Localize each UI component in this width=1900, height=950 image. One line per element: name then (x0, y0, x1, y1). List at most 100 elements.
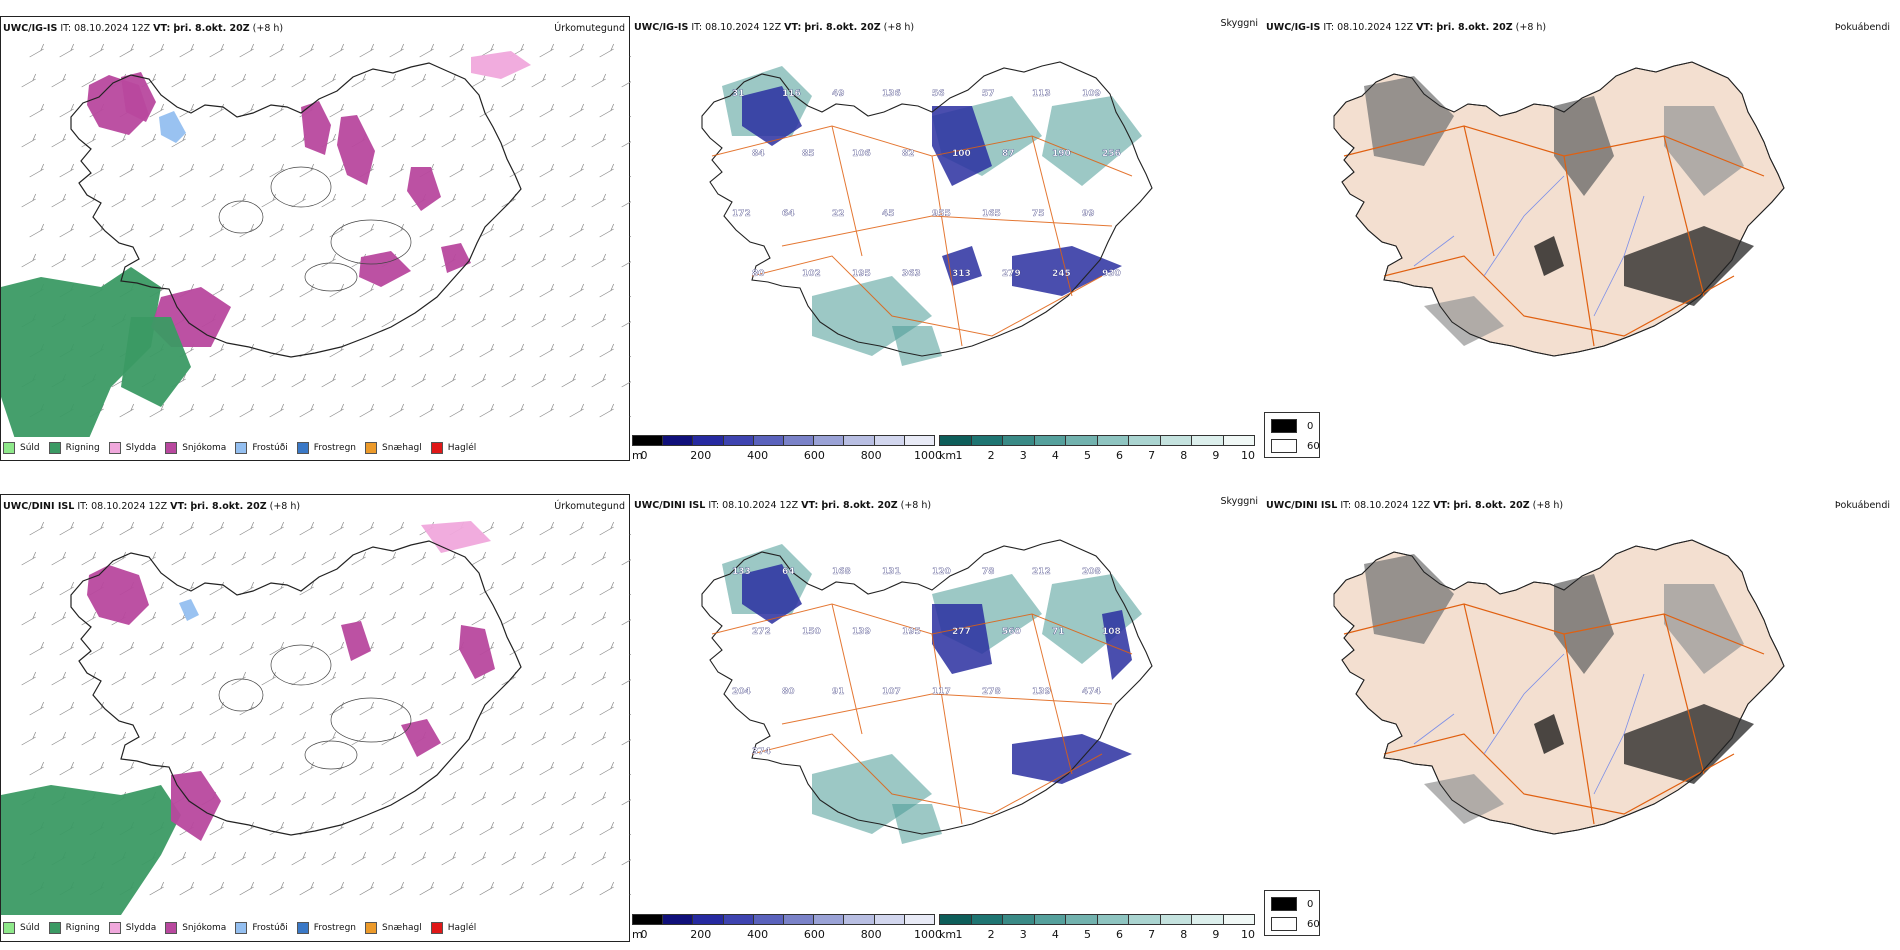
colorbar-tick: 1000 (914, 928, 942, 941)
ceiling-label: 113 (1032, 89, 1051, 99)
colorbar-segment (813, 435, 845, 446)
panel-title: UWC/IG-IS IT: 08.10.2024 12Z VT: þri. 8.… (3, 23, 284, 34)
colorbar-tick: 0 (640, 449, 648, 462)
ceiling-label: 45 (882, 209, 895, 219)
legend-swatch (235, 442, 248, 454)
legend-swatch (3, 442, 15, 454)
ceiling-label: 172 (732, 209, 751, 219)
colorbar-segment (783, 914, 815, 925)
ceiling-label: 195 (852, 269, 871, 279)
colorbar-tick: 7 (1148, 449, 1156, 462)
legend-item: Slydda (108, 922, 156, 934)
ceiling-label: 75 (1032, 209, 1045, 219)
precip-map (1, 43, 631, 437)
panel-variable-title: Skyggni (1220, 496, 1258, 507)
ceiling-label: 57 (982, 89, 995, 99)
ceiling-label: 168 (832, 567, 851, 577)
ceiling-label: 150 (802, 627, 821, 637)
ceiling-label: 165 (982, 209, 1001, 219)
colorbar-segment (722, 914, 754, 925)
fog-legend-swatch-0 (1271, 419, 1297, 433)
colorbar-segment (1065, 435, 1098, 446)
ceiling-label: 84 (752, 149, 765, 159)
colorbar-tick: 1000 (914, 449, 942, 462)
legend-swatch (165, 442, 178, 454)
ceiling-label: 78 (982, 567, 995, 577)
colorbar-segment (1128, 435, 1161, 446)
colorbar-tick: 10 (1241, 928, 1255, 941)
ceiling-label: 106 (852, 149, 871, 159)
visibility-colorbar: km 1 2 3 4 5 6 7 8 9 10 (939, 914, 1255, 944)
fog-panel-row2: UWC/DINI ISL IT: 08.10.2024 12Z VT: þri.… (1264, 494, 1900, 942)
colorbar-tick: 800 (860, 449, 882, 462)
legend-swatch (48, 442, 61, 454)
panel-title: UWC/IG-IS IT: 08.10.2024 12Z VT: þri. 8.… (1266, 22, 1547, 33)
legend-item: Frostregn (296, 442, 356, 454)
precip-panel-row2: UWC/DINI ISL IT: 08.10.2024 12Z VT: þri.… (0, 494, 631, 942)
ceiling-label: 85 (802, 149, 815, 159)
colorbar-tick: 600 (803, 928, 825, 941)
ceiling-label: 313 (952, 269, 971, 279)
ceiling-label: 80 (782, 687, 795, 697)
legend-item: Haglél (430, 442, 476, 454)
ceiling-colorbar: m 0 200 400 600 800 1000 (632, 914, 942, 944)
legend-label: Frostúði (252, 923, 288, 933)
ceiling-label: 195 (902, 627, 921, 637)
fog-legend-swatch-60 (1271, 917, 1297, 931)
legend-swatch (430, 922, 443, 934)
legend-swatch (108, 442, 121, 454)
colorbar-segment (843, 914, 875, 925)
colorbar-tick: 1 (955, 928, 963, 941)
colorbar-segment (939, 435, 972, 446)
panel-variable-title: Þokuábendi (1834, 500, 1890, 511)
ceiling-label: 190 (1052, 149, 1071, 159)
colorbar-tick: 9 (1212, 928, 1220, 941)
legend-label: Rigning (65, 923, 100, 933)
fog-legend-swatch-60 (1271, 439, 1297, 453)
legend-swatch (430, 442, 443, 454)
visibility-panel-row1: 31 116 49 136 56 57 113 109 84 85 106 82 100 87 190 256… (632, 16, 1262, 462)
colorbar-segment (903, 914, 935, 925)
ceiling-label: 109 (1082, 89, 1101, 99)
visibility-panel-row2: 133 64 168 131 120 78 212 208 272 150 139 195 277 560… (632, 494, 1262, 942)
colorbar-tick: 200 (690, 449, 712, 462)
fog-legend-label: 0 (1307, 420, 1314, 432)
colorbar-segment (692, 914, 724, 925)
ceiling-label: 363 (902, 269, 921, 279)
legend-item: Rigning (48, 922, 100, 934)
legend-swatch (3, 922, 15, 934)
ceiling-label: 49 (832, 89, 845, 99)
ceiling-label: 560 (1002, 627, 1021, 637)
ceiling-label: 87 (1002, 149, 1015, 159)
colorbar-segment (1191, 914, 1224, 925)
ceiling-label: 116 (782, 89, 801, 99)
panel-variable-title: Úrkomutegund (554, 501, 625, 512)
colorbar-tick: 0 (640, 928, 648, 941)
colorbar-tick: 7 (1148, 928, 1156, 941)
ceiling-label: 100 (952, 149, 971, 159)
legend-label: Frostregn (313, 923, 357, 933)
legend-swatch (108, 922, 121, 934)
colorbar-tick: 5 (1083, 449, 1091, 462)
colorbar-segment (1159, 435, 1192, 446)
fog-legend: 0 60 (1264, 412, 1320, 458)
visibility-colorbar: km 1 2 3 4 5 6 7 8 9 10 (939, 435, 1255, 465)
legend-label: Snjókoma (182, 923, 227, 933)
ceiling-label: 131 (882, 567, 901, 577)
fog-legend-swatch-0 (1271, 897, 1297, 911)
colorbar-segment (970, 435, 1003, 446)
legend-swatch (296, 442, 309, 454)
colorbar-tick: 10 (1241, 449, 1255, 462)
precip-panel-row1: UWC/IG-IS IT: 08.10.2024 12Z VT: þri. 8.… (0, 16, 631, 461)
colorbar-segment (813, 914, 845, 925)
ceiling-label: 374 (752, 747, 771, 757)
ceiling-label: 212 (1032, 567, 1051, 577)
precip-legend: Súld Rigning Slydda Snjókoma Frostúði Frostre… (3, 922, 485, 934)
colorbar-segment (632, 914, 664, 925)
colorbar-segment (1065, 914, 1098, 925)
fog-legend: 0 60 (1264, 890, 1320, 936)
colorbar-segment (939, 914, 972, 925)
colorbar-segment (1033, 914, 1066, 925)
legend-swatch (165, 922, 178, 934)
ceiling-label: 204 (732, 687, 751, 697)
